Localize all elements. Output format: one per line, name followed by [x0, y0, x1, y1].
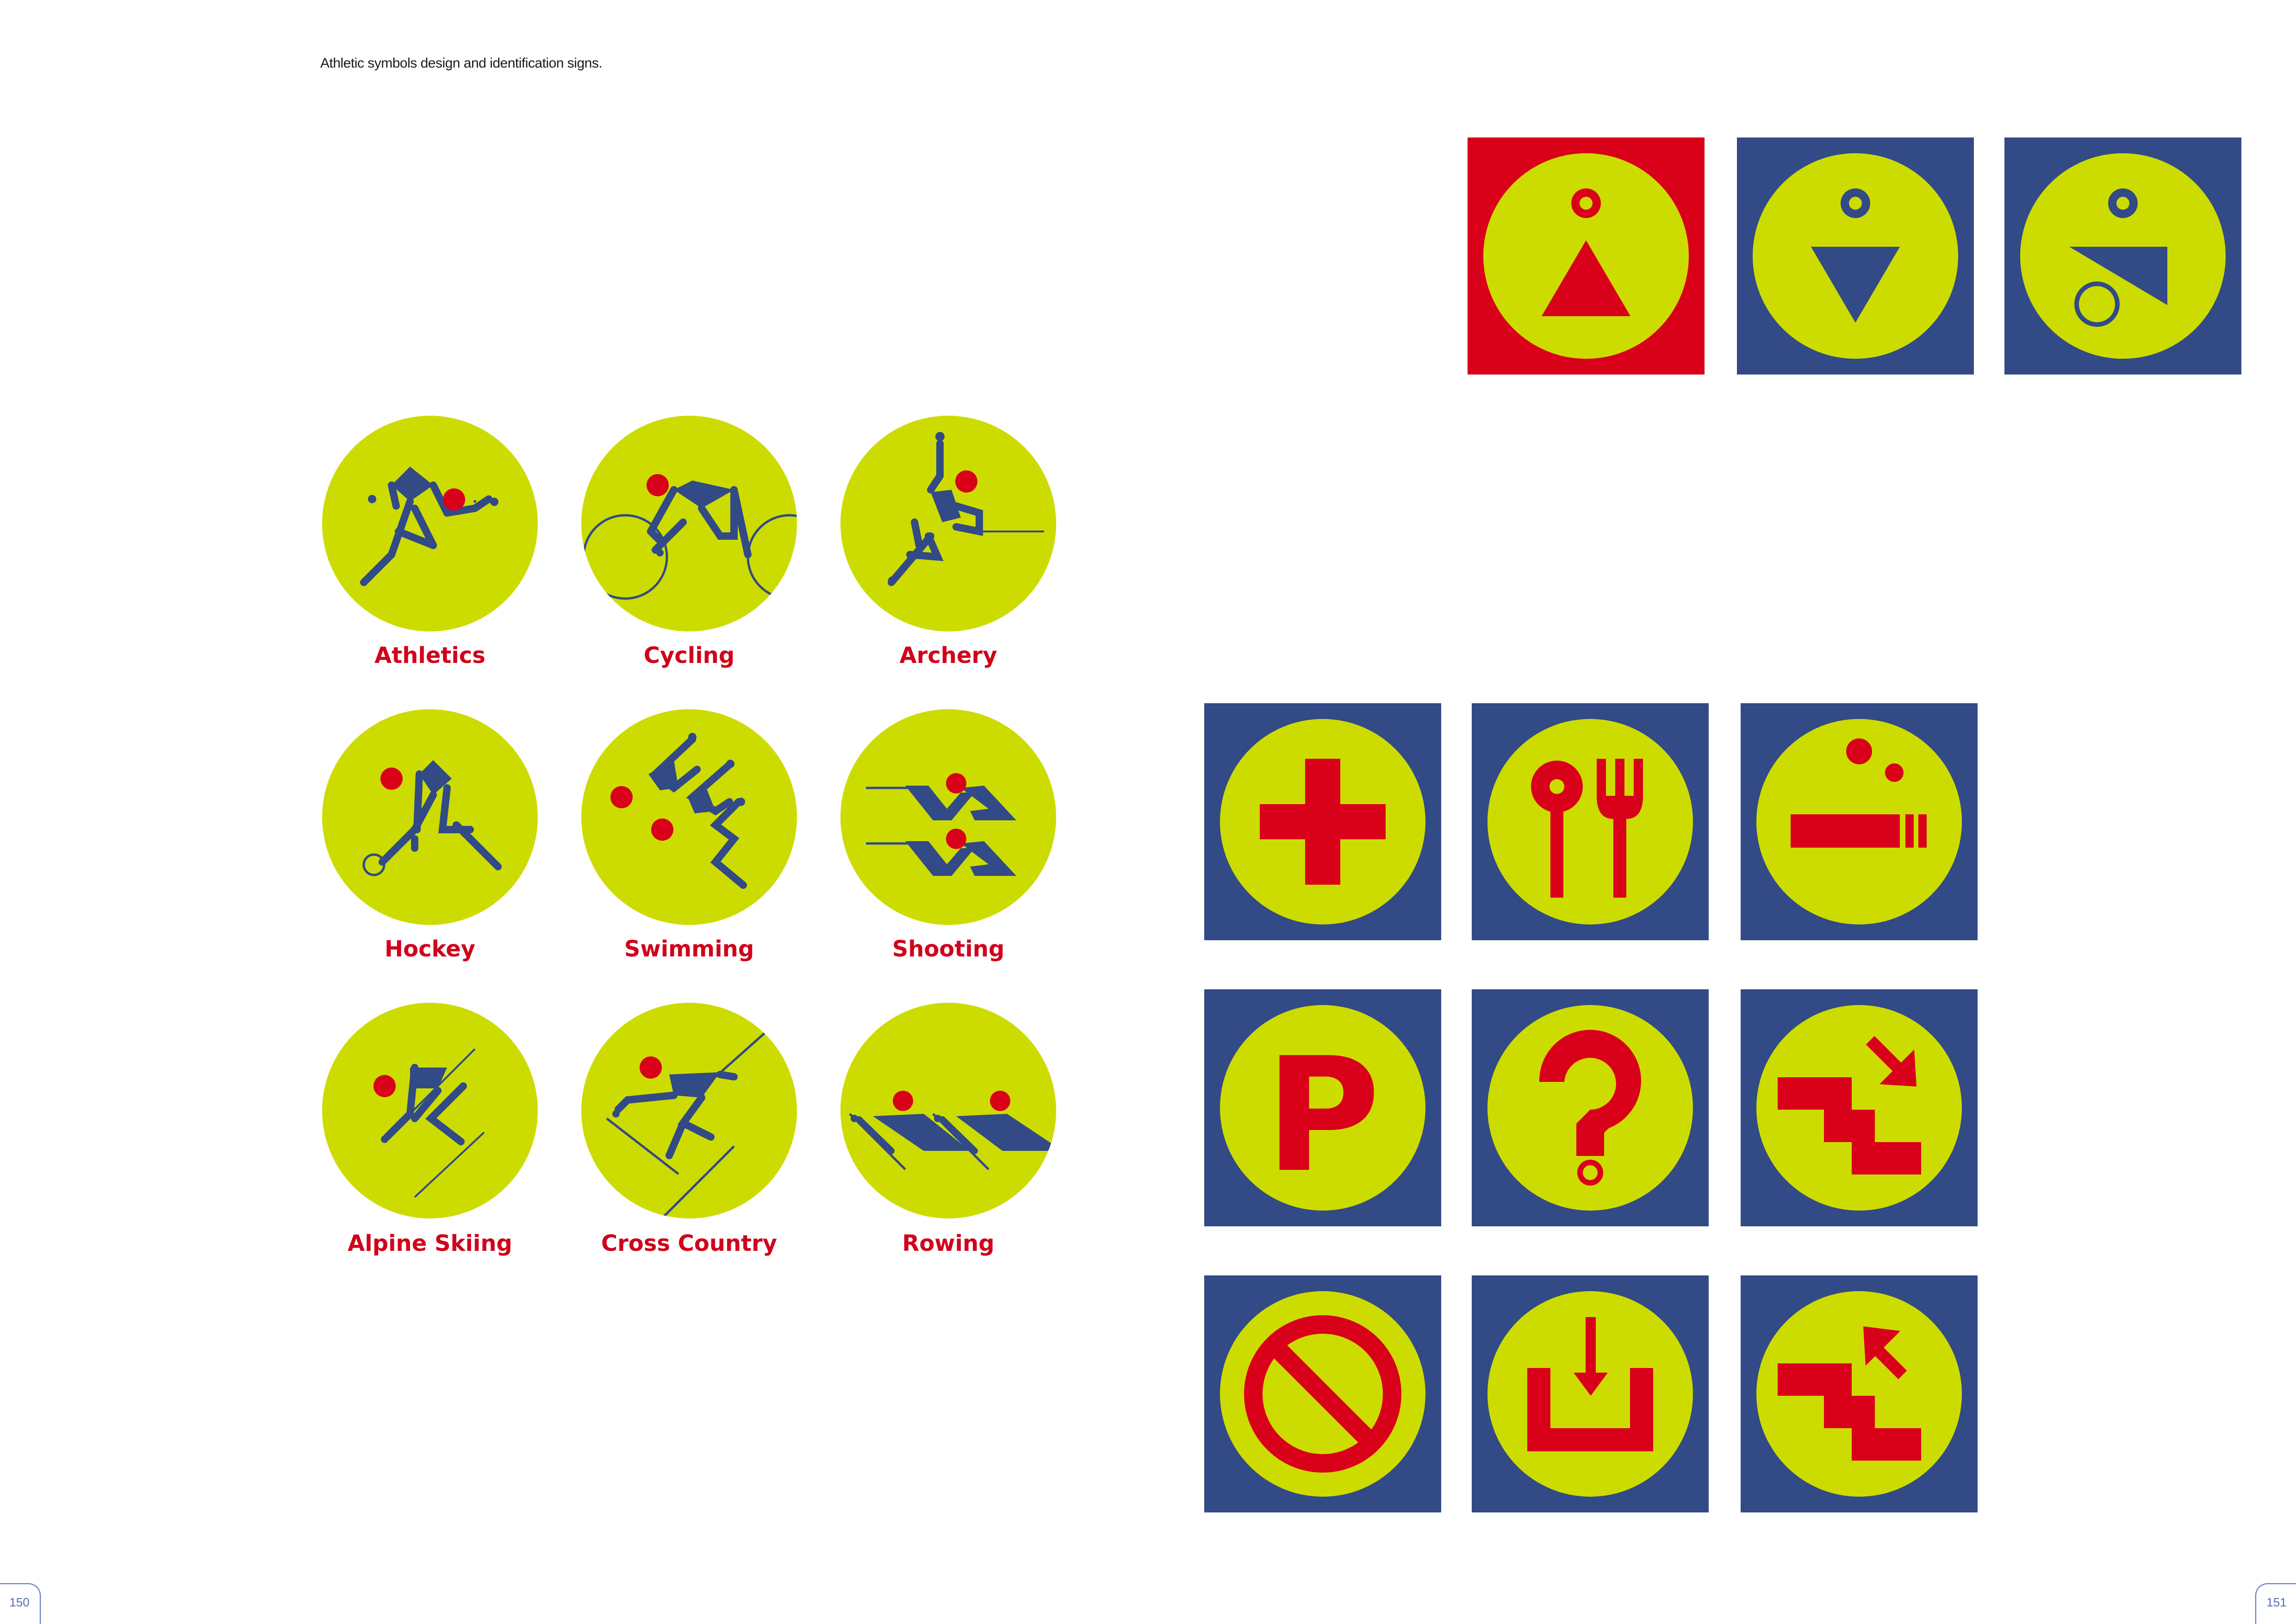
sport-label: Cycling — [643, 643, 735, 668]
sign-stairs-up — [1741, 1275, 1978, 1512]
hockey-icon — [322, 709, 538, 925]
sport-label: Archery — [899, 643, 997, 668]
sign-women-toilet — [1468, 137, 1705, 375]
sport-label: Rowing — [902, 1230, 995, 1256]
stairs-down-icon — [1741, 989, 1978, 1226]
smoking-area-icon — [1741, 703, 1978, 940]
parking-letter: P — [1265, 1024, 1380, 1207]
sport-pictogram-athletics: Athletics — [322, 416, 538, 668]
sport-label: Cross Country — [601, 1230, 778, 1256]
sport-label: Alpine Skiing — [348, 1230, 512, 1256]
page-caption: Athletic symbols design and identificati… — [320, 56, 603, 71]
page-number-left: 150 — [0, 1583, 41, 1624]
sign-accessible-toilet — [2004, 137, 2241, 375]
sign-restaurant — [1472, 703, 1709, 940]
page-number-right: 151 — [2255, 1583, 2296, 1624]
sign-no-entry — [1204, 1275, 1441, 1512]
parking-icon: P — [1204, 989, 1441, 1226]
sign-smoking-area — [1741, 703, 1978, 940]
sport-label: Shooting — [892, 936, 1005, 962]
stairs-up-icon — [1741, 1275, 1978, 1512]
archery-icon — [840, 416, 1056, 631]
women-toilet-icon — [1468, 137, 1705, 375]
men-toilet-icon — [1737, 137, 1974, 375]
no-entry-icon — [1204, 1275, 1441, 1512]
sign-stairs-down — [1741, 989, 1978, 1226]
sport-pictogram-swimming: Swimming — [581, 709, 797, 962]
entrance-icon — [1472, 1275, 1709, 1512]
sport-pictogram-shooting: Shooting — [840, 709, 1056, 962]
sport-pictogram-cross-country: Cross Country — [581, 1003, 797, 1256]
information-icon — [1472, 989, 1709, 1226]
first-aid-cross-icon — [1204, 703, 1441, 940]
rowing-icon — [840, 1003, 1056, 1218]
cross-country-icon — [581, 1003, 797, 1218]
sport-label: Athletics — [374, 643, 485, 668]
cycling-icon — [581, 416, 797, 631]
sport-label: Hockey — [384, 936, 476, 962]
restaurant-icon — [1472, 703, 1709, 940]
sport-pictogram-cycling: Cycling — [581, 416, 797, 668]
sign-information — [1472, 989, 1709, 1226]
sign-first-aid — [1204, 703, 1441, 940]
shooting-icon — [840, 709, 1056, 925]
sport-pictogram-rowing: Rowing — [840, 1003, 1056, 1256]
sport-pictogram-archery: Archery — [840, 416, 1056, 668]
sport-label: Swimming — [624, 936, 754, 962]
sign-entrance — [1472, 1275, 1709, 1512]
swimming-icon — [581, 709, 797, 925]
sport-pictogram-hockey: Hockey — [322, 709, 538, 962]
sign-parking: P — [1204, 989, 1441, 1226]
sport-pictogram-alpine-skiing: Alpine Skiing — [322, 1003, 538, 1256]
athletics-icon — [322, 416, 538, 631]
sign-men-toilet — [1737, 137, 1974, 375]
accessible-toilet-icon — [2004, 137, 2241, 375]
alpine-skiing-icon — [322, 1003, 538, 1218]
